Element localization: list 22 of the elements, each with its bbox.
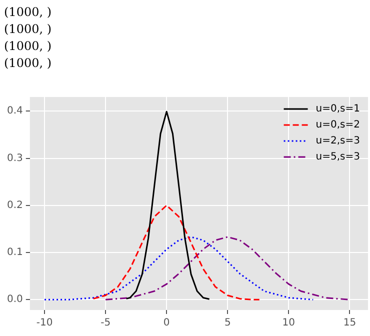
text: (1000, ) [4, 55, 52, 72]
y-tick-label: 0.2 [6, 200, 23, 211]
y-tick-label: 0.4 [6, 106, 23, 117]
text: (1000, ) [4, 38, 52, 55]
x-tick-label: -5 [100, 318, 111, 329]
y-tick-label: 0.3 [6, 152, 23, 164]
x-tick-label: -10 [36, 318, 53, 329]
legend-label: u=5,s=3 [316, 152, 360, 163]
text: (1000, ) [4, 4, 52, 21]
legend-label: u=2,s=3 [316, 136, 360, 147]
y-tick-label: 0.1 [6, 247, 23, 258]
legend-label: u=0,s=2 [316, 120, 360, 131]
x-tick-label: 5 [224, 318, 231, 329]
x-tick-label: 0 [163, 318, 170, 329]
line-series [92, 204, 260, 300]
legend-label: u=0,s=1 [316, 104, 360, 115]
line-series [104, 236, 350, 300]
x-tick-label: 10 [282, 318, 296, 329]
x-tick-label: 15 [343, 318, 356, 329]
y-tick-label: 0.0 [6, 294, 23, 306]
text: (1000, ) [4, 21, 52, 38]
line-series [44, 236, 314, 300]
